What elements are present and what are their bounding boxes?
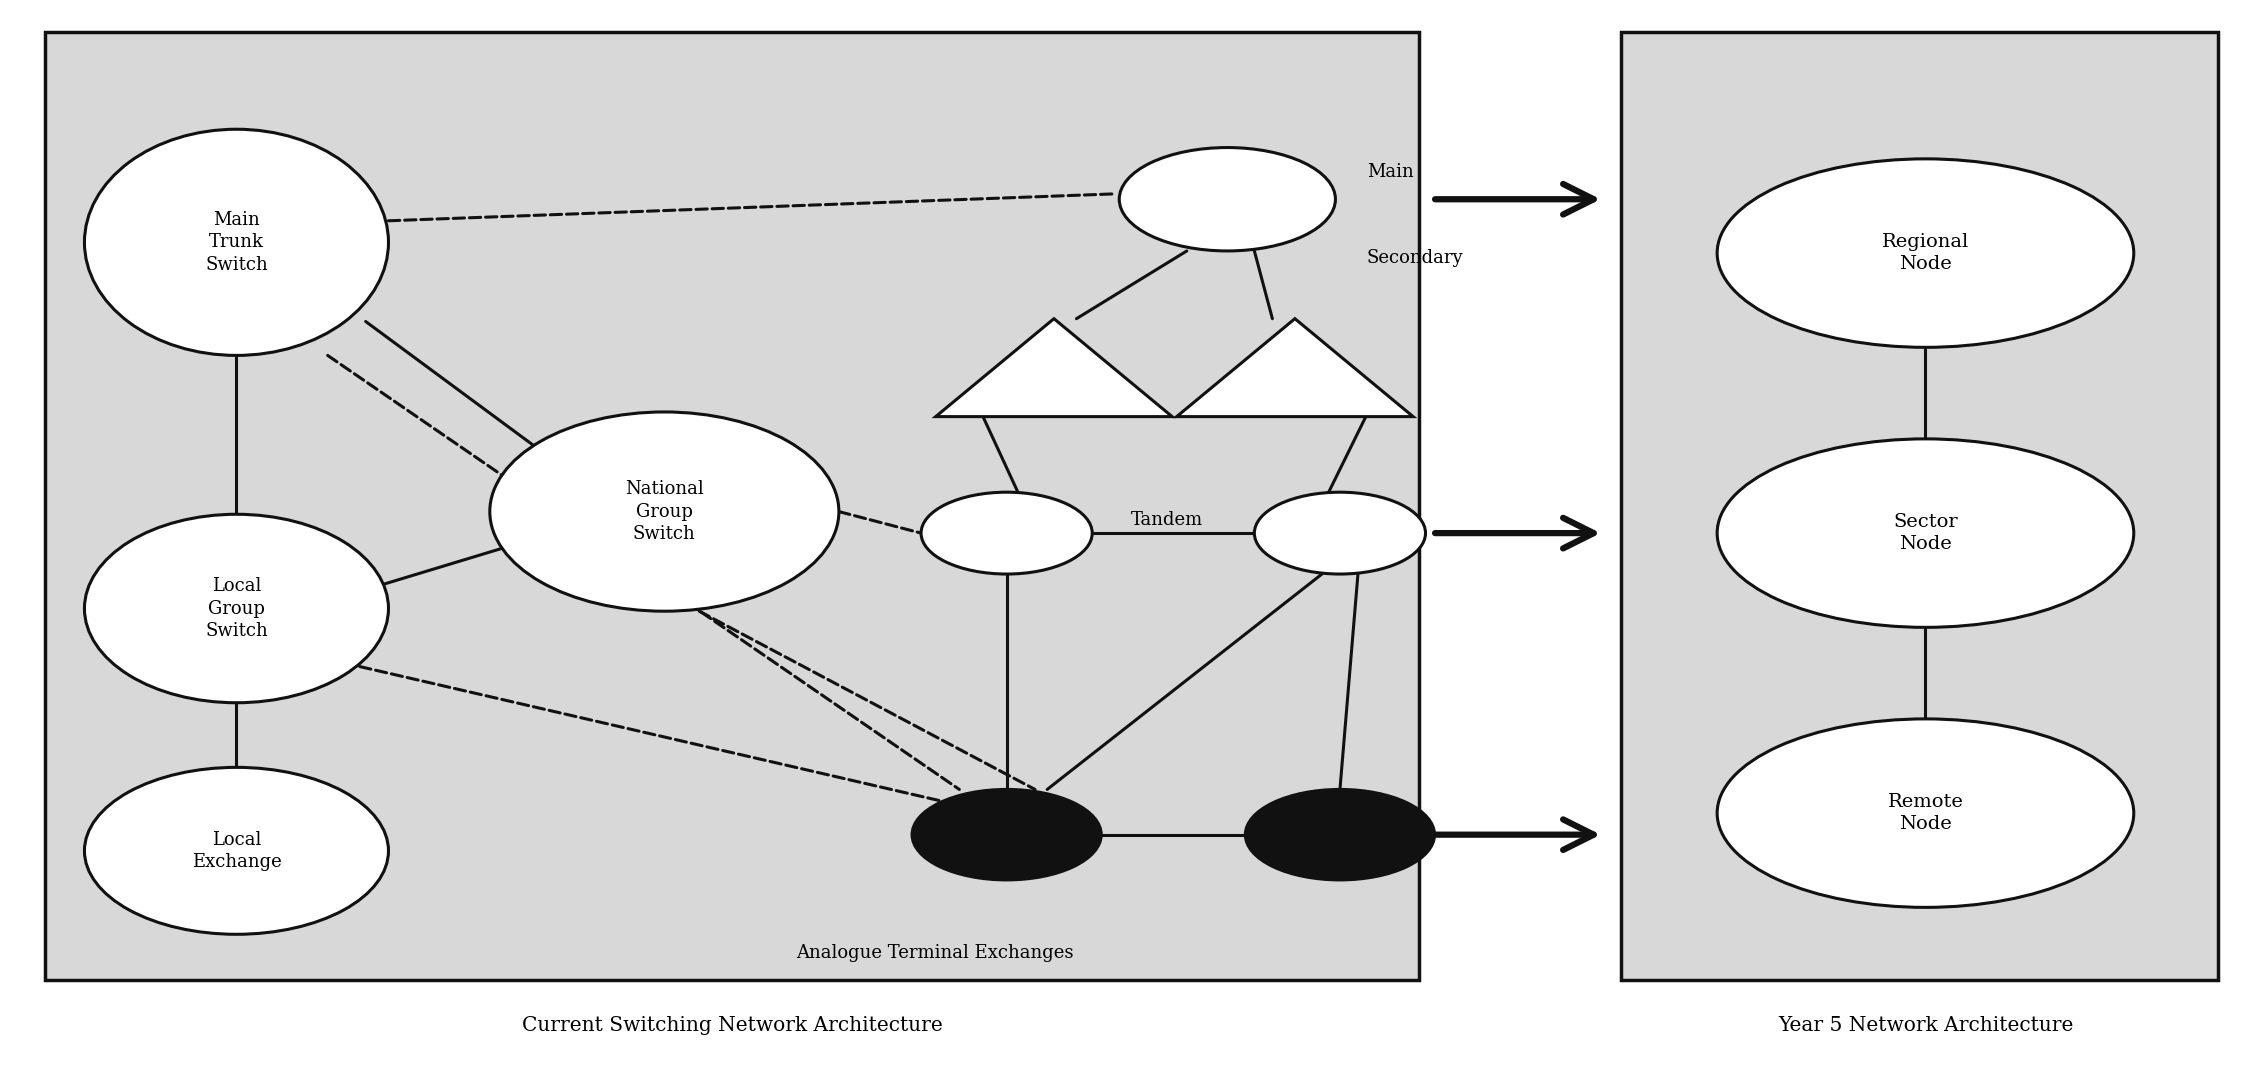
Text: Local
Exchange: Local Exchange xyxy=(191,830,282,871)
Text: Tandem: Tandem xyxy=(1131,512,1203,529)
Circle shape xyxy=(1245,789,1435,880)
Polygon shape xyxy=(937,319,1173,417)
Circle shape xyxy=(912,789,1101,880)
Ellipse shape xyxy=(83,767,390,935)
Text: Remote
Node: Remote Node xyxy=(1887,793,1964,834)
Text: Analogue Terminal Exchanges: Analogue Terminal Exchanges xyxy=(795,945,1074,962)
Ellipse shape xyxy=(1718,439,2135,627)
Circle shape xyxy=(1119,148,1335,251)
Ellipse shape xyxy=(83,515,390,703)
Bar xyxy=(1621,32,2218,980)
Ellipse shape xyxy=(1718,719,2135,907)
Ellipse shape xyxy=(83,129,390,355)
Text: Current Switching Network Architecture: Current Switching Network Architecture xyxy=(522,1016,941,1035)
Bar xyxy=(45,32,1419,980)
Ellipse shape xyxy=(1718,159,2135,347)
Circle shape xyxy=(1254,492,1426,574)
Ellipse shape xyxy=(489,411,838,611)
Circle shape xyxy=(921,492,1092,574)
Text: Sector
Node: Sector Node xyxy=(1894,513,1957,554)
Text: Regional
Node: Regional Node xyxy=(1883,233,1968,274)
Polygon shape xyxy=(1176,319,1414,417)
Text: Secondary: Secondary xyxy=(1367,250,1464,267)
Text: National
Group
Switch: National Group Switch xyxy=(626,480,703,543)
Text: Main
Trunk
Switch: Main Trunk Switch xyxy=(205,211,268,274)
Text: Year 5 Network Architecture: Year 5 Network Architecture xyxy=(1777,1016,2074,1035)
Text: Main: Main xyxy=(1367,164,1414,181)
Text: Local
Group
Switch: Local Group Switch xyxy=(205,577,268,640)
